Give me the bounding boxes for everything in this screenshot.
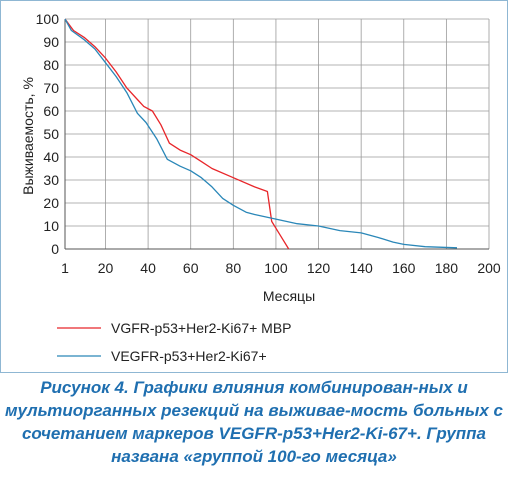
series-line-2 [64, 18, 458, 249]
legend: VGFR-p53+Her2-Ki67+ МВР VEGFR-p53+Her2-K… [57, 320, 292, 364]
figure-caption: Рисунок 4. Графики влияния комбинирован-… [4, 378, 503, 466]
grid-layer [65, 18, 490, 249]
x-tick-label: 140 [349, 260, 373, 276]
axes [64, 19, 489, 250]
y-tick-label: 80 [43, 57, 59, 73]
y-tick-label: 100 [36, 11, 60, 27]
series-line-1 [64, 18, 290, 250]
y-tick-label: 30 [43, 172, 59, 188]
y-tick-label: 90 [43, 34, 59, 50]
y-tick-label: 40 [43, 149, 59, 165]
y-tick-label: 0 [51, 241, 59, 257]
x-tick-label: 80 [226, 260, 242, 276]
y-tick-label: 60 [43, 103, 59, 119]
x-tick-label: 40 [140, 260, 156, 276]
y-tick-label: 70 [43, 80, 59, 96]
y-tick-label: 20 [43, 195, 59, 211]
chart-frame: 0 10 20 30 40 50 60 70 80 90 100 1 20 40 60 80 100 120 140… [0, 0, 508, 373]
x-tick-label: 60 [183, 260, 199, 276]
legend-label-series-2: VEGFR-p53+Her2-Ki67+ [111, 348, 267, 364]
y-axis-label: Выживаемость, % [20, 77, 36, 195]
x-tick-label: 180 [435, 260, 459, 276]
x-tick-label: 200 [477, 260, 501, 276]
x-tick-label: 160 [392, 260, 416, 276]
x-tick-label: 100 [264, 260, 288, 276]
x-tick-label: 20 [98, 260, 114, 276]
x-tick-label: 120 [307, 260, 331, 276]
y-tick-label: 50 [43, 126, 59, 142]
x-tick-label: 1 [61, 260, 69, 276]
x-axis-label: Месяцы [263, 288, 315, 304]
series-layer [64, 18, 458, 250]
legend-label-series-1: VGFR-p53+Her2-Ki67+ МВР [111, 320, 292, 336]
y-tick-label: 10 [43, 218, 59, 234]
